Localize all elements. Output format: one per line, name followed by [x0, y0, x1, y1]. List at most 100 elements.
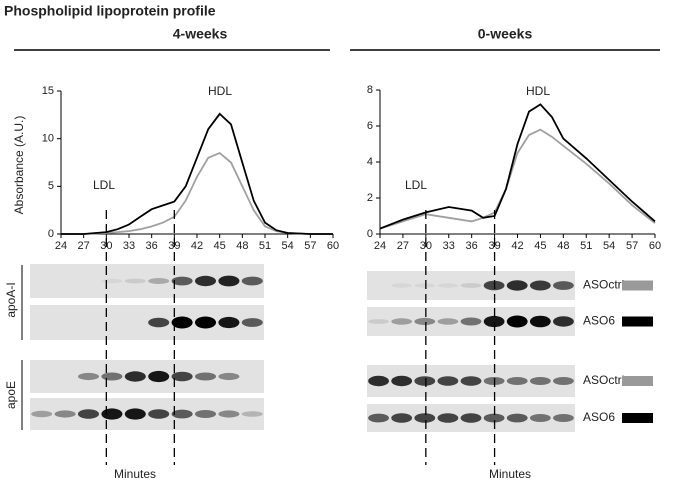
y-tick-label: 0: [367, 228, 373, 240]
blot: [30, 398, 264, 430]
band: [553, 377, 574, 385]
band: [391, 375, 413, 387]
band: [437, 413, 459, 423]
band: [194, 275, 217, 287]
annotation: LDL: [405, 178, 427, 192]
band: [368, 319, 389, 324]
x-tick-label: 24: [55, 240, 67, 252]
annotation: LDL: [93, 178, 115, 192]
band: [124, 371, 146, 382]
y-tick-label: 10: [42, 133, 54, 145]
band: [218, 410, 240, 418]
band: [218, 275, 240, 287]
band: [506, 413, 528, 423]
band: [506, 377, 528, 385]
band: [148, 317, 170, 328]
band: [483, 315, 505, 328]
x-tick-label: 54: [603, 240, 615, 252]
band: [391, 413, 413, 423]
x-tick-label: 24: [374, 240, 386, 252]
band: [414, 376, 436, 386]
annotation: HDL: [208, 84, 232, 98]
x-tick-label: 51: [259, 240, 271, 252]
blots: [30, 264, 575, 432]
blot: [30, 360, 264, 393]
band: [391, 318, 413, 325]
band: [54, 410, 76, 418]
x-tick-label: 42: [511, 240, 523, 252]
band: [553, 414, 574, 422]
y-tick-label: 5: [48, 180, 54, 192]
band: [460, 283, 482, 288]
y-axis-label: Absorbance (A.U.): [12, 116, 26, 215]
annotation: HDL: [526, 84, 550, 98]
y-tick-label: 0: [48, 228, 54, 240]
legend-swatch: [622, 376, 653, 386]
x-axis-label: Minutes: [489, 467, 531, 481]
series-line: [61, 151, 333, 235]
x-tick-label: 60: [649, 240, 661, 252]
band: [460, 317, 482, 326]
x-tick-label: 33: [443, 240, 455, 252]
panel-title: 0-weeks: [478, 26, 533, 42]
band: [148, 409, 170, 419]
series-line: [379, 128, 656, 230]
band: [414, 413, 436, 423]
band: [171, 276, 193, 286]
legend-label: ASO6: [583, 410, 615, 424]
panel-title: 4-weeks: [173, 26, 228, 42]
band: [101, 372, 123, 381]
band: [241, 276, 263, 286]
band: [437, 318, 459, 325]
band: [171, 409, 193, 419]
band: [171, 316, 193, 329]
band: [414, 317, 436, 326]
y-tick-label: 6: [367, 120, 373, 132]
band: [218, 316, 240, 329]
legend-swatch: [622, 413, 653, 423]
x-tick-label: 36: [146, 240, 158, 252]
x-tick-label: 45: [534, 240, 546, 252]
band: [414, 283, 436, 288]
band: [553, 281, 574, 290]
legend-label: ASOctrl: [583, 278, 624, 292]
band: [241, 411, 263, 417]
blot-group-label: apoA-I: [4, 282, 18, 317]
band: [506, 315, 528, 328]
band: [483, 413, 505, 423]
x-tick-label: 27: [397, 240, 409, 252]
band: [124, 278, 146, 284]
band: [460, 376, 482, 386]
band: [506, 280, 528, 291]
band: [529, 377, 551, 385]
band: [391, 283, 413, 288]
band: [101, 278, 123, 284]
x-tick-label: 48: [557, 240, 569, 252]
legend-swatch: [622, 280, 653, 291]
band: [31, 410, 53, 418]
series-line: [379, 103, 656, 230]
band: [437, 283, 459, 288]
band: [437, 376, 459, 386]
band: [368, 413, 389, 423]
band: [101, 408, 123, 420]
y-tick-label: 8: [367, 84, 373, 96]
band: [553, 316, 574, 327]
band: [194, 316, 217, 329]
x-tick-label: 45: [214, 240, 226, 252]
x-tick-label: 27: [78, 240, 90, 252]
x-axis-label: Minutes: [114, 467, 156, 481]
figure-title: Phospholipid lipoprotein profile: [4, 3, 216, 19]
band: [529, 280, 551, 291]
x-tick-label: 51: [580, 240, 592, 252]
band: [529, 315, 551, 328]
x-tick-label: 48: [236, 240, 248, 252]
y-tick-label: 4: [367, 156, 373, 168]
legend-label: ASOctrl: [583, 373, 624, 387]
x-tick-label: 57: [304, 240, 316, 252]
band: [77, 372, 100, 381]
band: [171, 371, 193, 382]
x-tick-label: 36: [466, 240, 478, 252]
legend-label: ASO6: [583, 314, 615, 328]
x-tick-label: 33: [123, 240, 135, 252]
